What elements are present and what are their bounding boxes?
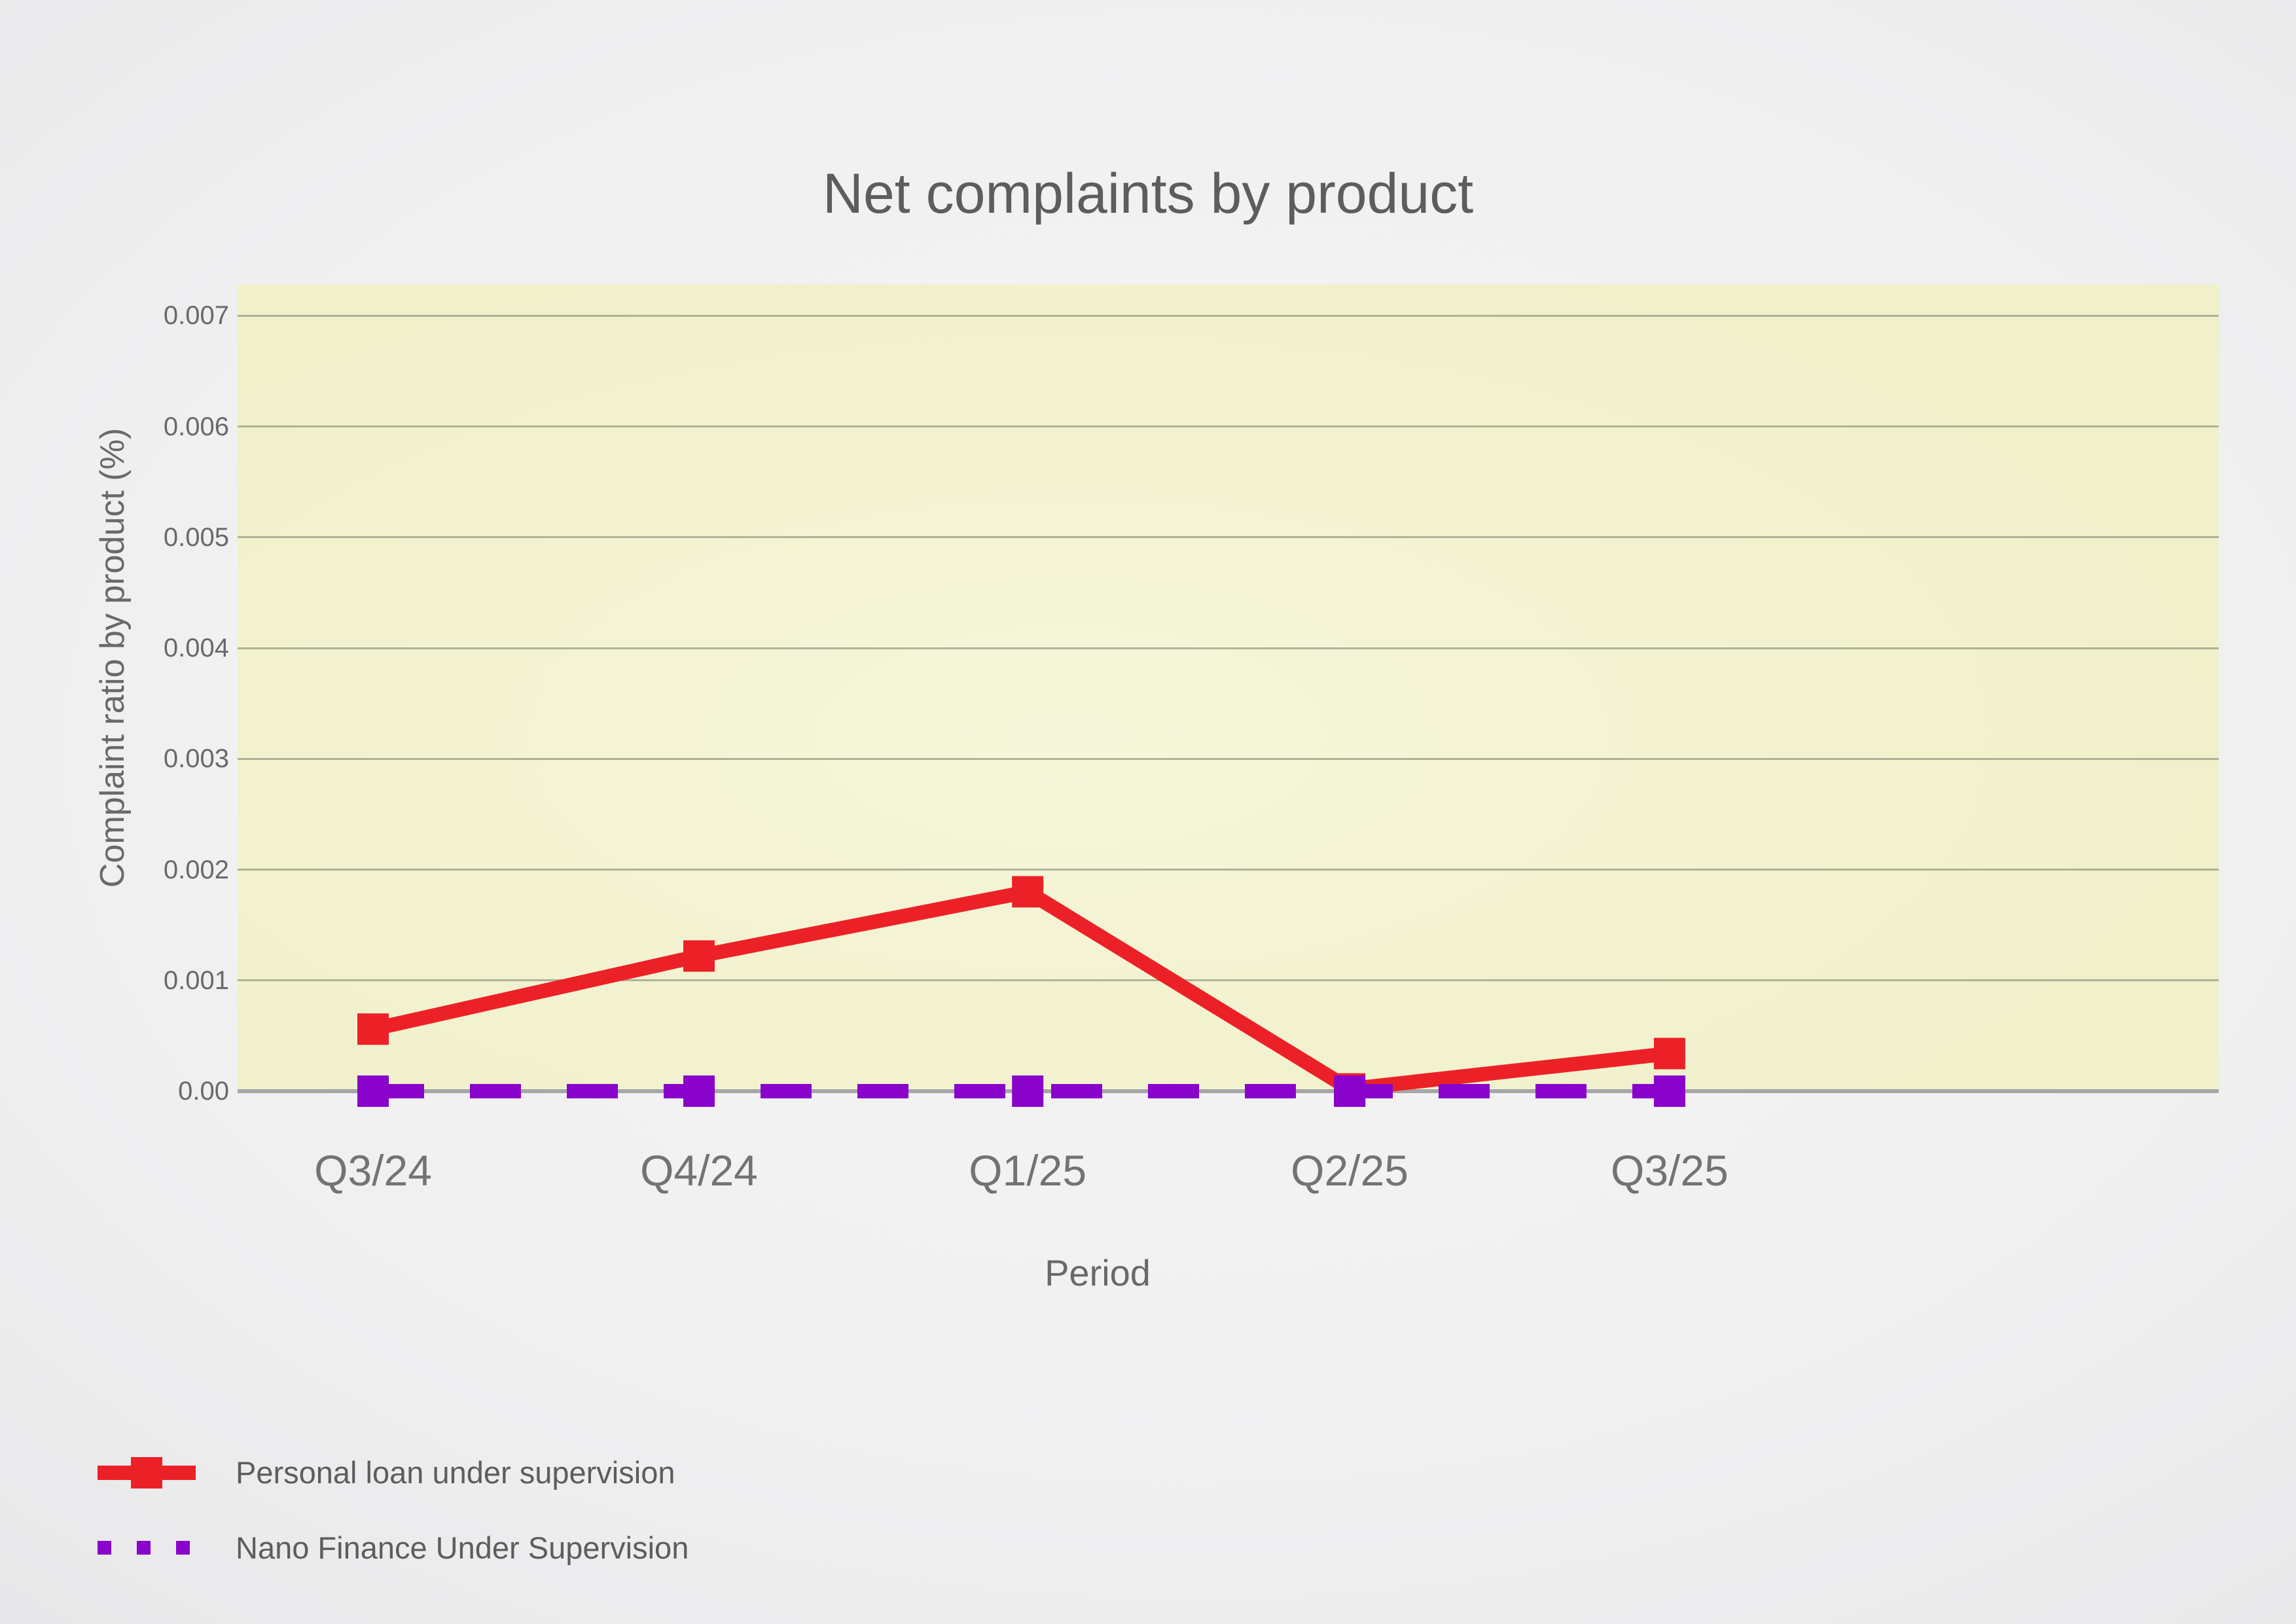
x-tick-label: Q3/25 bbox=[1611, 1146, 1729, 1195]
series-line bbox=[371, 884, 1671, 1096]
series-marker[interactable] bbox=[1012, 876, 1044, 908]
y-tick-label: 0.00 bbox=[178, 1077, 229, 1106]
square-marker-icon bbox=[131, 1457, 162, 1489]
series-marker[interactable] bbox=[1012, 1075, 1044, 1107]
x-tick-label: Q4/24 bbox=[640, 1146, 758, 1195]
legend-label: Personal loan under supervision bbox=[236, 1455, 675, 1490]
series-svg bbox=[357, 876, 1685, 1107]
x-tick-label: Q1/25 bbox=[969, 1146, 1087, 1195]
series-marker[interactable] bbox=[1334, 1075, 1366, 1107]
x-tick-label: Q3/24 bbox=[314, 1146, 432, 1195]
plot-area bbox=[238, 285, 2219, 1107]
y-tick-label: 0.005 bbox=[163, 522, 229, 552]
x-tick-label: Q2/25 bbox=[1291, 1146, 1408, 1195]
x-axis-title: Period bbox=[1045, 1252, 1151, 1293]
y-tick-label: 0.004 bbox=[163, 634, 229, 663]
y-gridline bbox=[238, 536, 2219, 539]
y-tick-label: 0.003 bbox=[163, 744, 229, 774]
dashed-line-swatch-icon bbox=[98, 1541, 190, 1555]
y-gridline bbox=[238, 425, 2219, 428]
series-marker[interactable] bbox=[357, 1075, 389, 1107]
y-gridline bbox=[238, 869, 2219, 871]
dash-segment-icon bbox=[137, 1541, 151, 1555]
chart-title: Net complaints by product bbox=[822, 162, 1474, 225]
y-tick-label: 0.007 bbox=[163, 301, 229, 331]
dash-segment-icon bbox=[176, 1541, 190, 1555]
y-tick-label: 0.001 bbox=[163, 965, 229, 995]
y-gridline bbox=[238, 757, 2219, 760]
series-marker[interactable] bbox=[1653, 1038, 1685, 1070]
y-gridline bbox=[238, 314, 2219, 317]
series-marker[interactable] bbox=[683, 1075, 715, 1107]
legend-label: Nano Finance Under Supervision bbox=[236, 1530, 689, 1565]
x-axis-line bbox=[238, 1089, 2219, 1093]
y-tick-label: 0.002 bbox=[163, 855, 229, 884]
series-marker[interactable] bbox=[1653, 1075, 1685, 1107]
series-marker[interactable] bbox=[683, 940, 715, 972]
y-tick-label: 0.006 bbox=[163, 412, 229, 441]
y-gridline bbox=[238, 979, 2219, 982]
dash-segment-icon bbox=[98, 1541, 111, 1555]
series-marker[interactable] bbox=[357, 1013, 389, 1045]
y-gridline bbox=[238, 647, 2219, 649]
